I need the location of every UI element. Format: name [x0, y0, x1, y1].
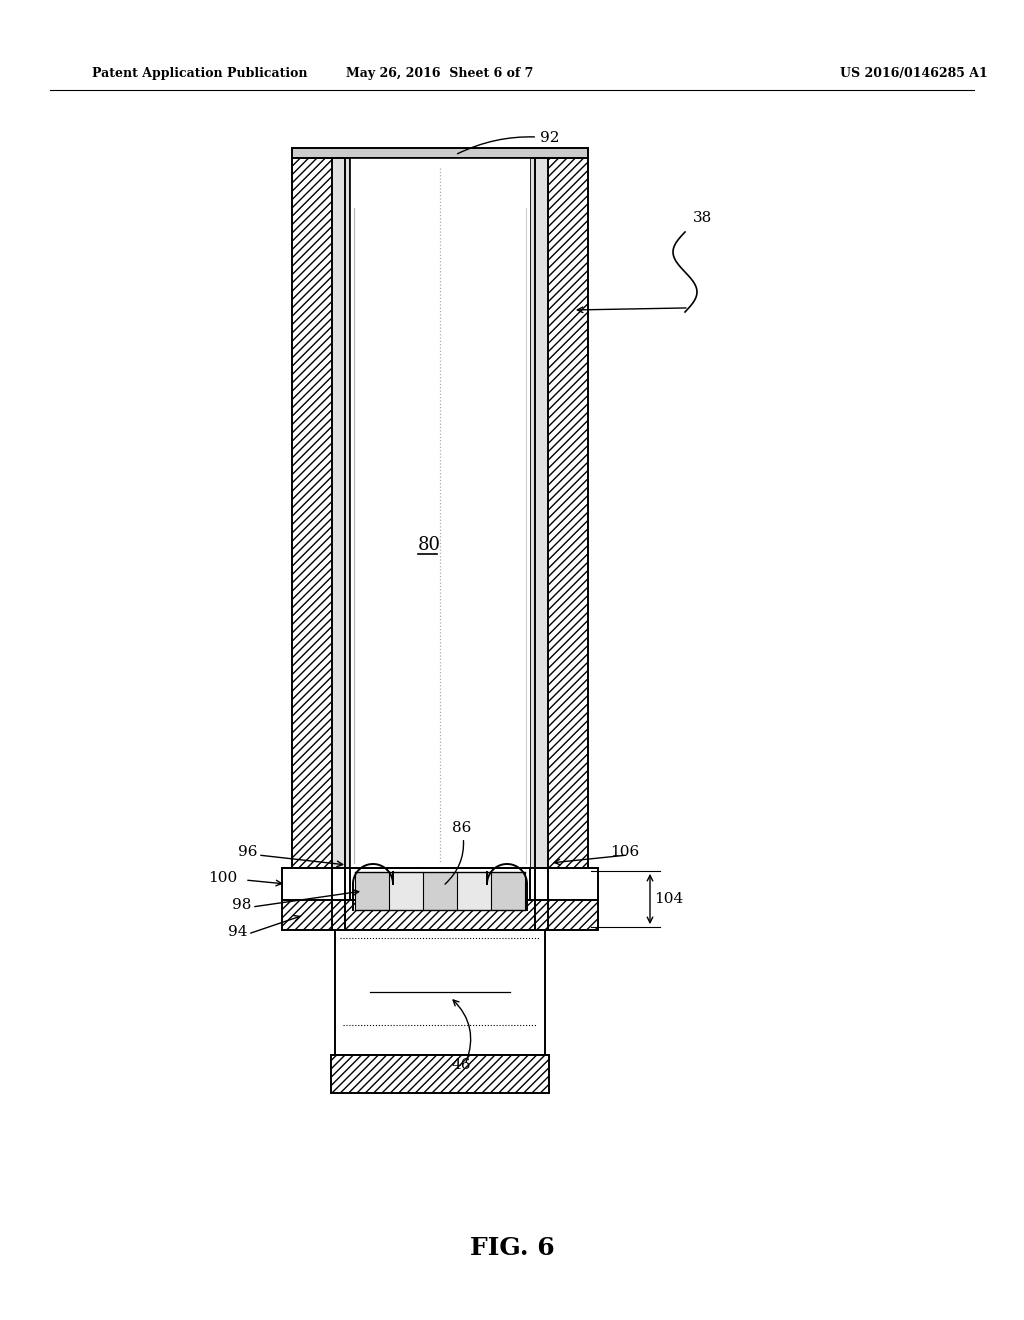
- Text: 98: 98: [232, 898, 251, 912]
- Text: May 26, 2016  Sheet 6 of 7: May 26, 2016 Sheet 6 of 7: [346, 67, 534, 81]
- Bar: [530, 158, 548, 869]
- Text: US 2016/0146285 A1: US 2016/0146285 A1: [840, 67, 988, 81]
- Bar: [282, 900, 598, 931]
- Bar: [355, 873, 389, 909]
- Bar: [423, 873, 457, 909]
- Text: 94: 94: [228, 925, 248, 939]
- Text: FIG. 6: FIG. 6: [470, 1236, 554, 1261]
- Text: 46: 46: [452, 1059, 471, 1072]
- Bar: [548, 158, 588, 869]
- Text: 86: 86: [445, 821, 471, 884]
- Bar: [332, 158, 350, 869]
- Text: 38: 38: [693, 211, 713, 224]
- Text: 104: 104: [654, 892, 683, 906]
- Bar: [282, 869, 598, 900]
- Text: 106: 106: [610, 845, 639, 859]
- Bar: [457, 873, 490, 909]
- Bar: [350, 158, 530, 869]
- Bar: [331, 1055, 549, 1093]
- Text: 100: 100: [208, 871, 238, 884]
- Bar: [490, 873, 525, 909]
- Bar: [292, 158, 332, 869]
- Text: 80: 80: [418, 536, 441, 554]
- Bar: [292, 148, 588, 158]
- Text: 96: 96: [238, 845, 257, 859]
- Bar: [389, 873, 423, 909]
- Text: Patent Application Publication: Patent Application Publication: [92, 67, 307, 81]
- Bar: [335, 931, 545, 1055]
- Text: 92: 92: [458, 131, 559, 153]
